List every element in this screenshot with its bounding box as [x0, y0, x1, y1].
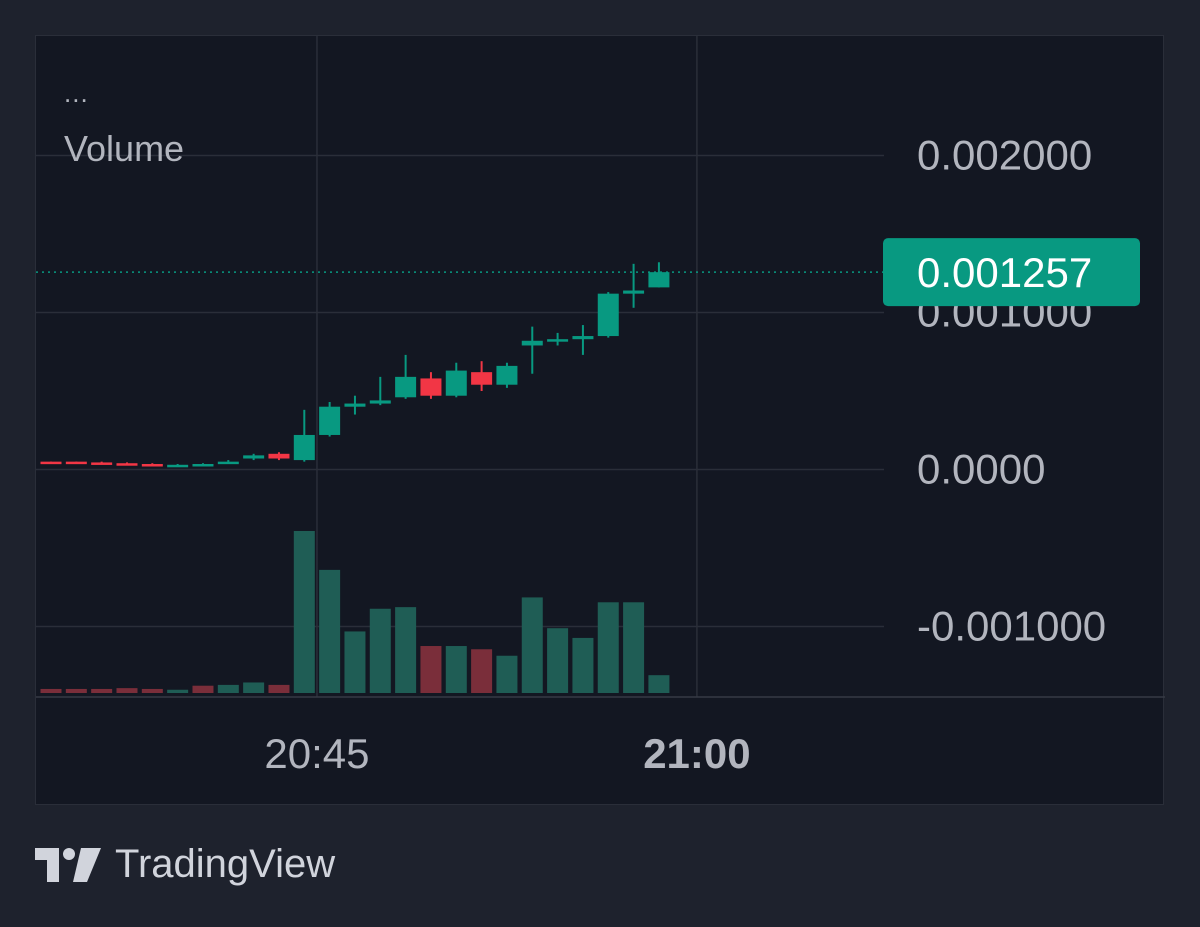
- candle-body: [445, 370, 467, 396]
- candle-body: [395, 376, 417, 398]
- volume-bar: [116, 688, 138, 693]
- volume-bar: [65, 688, 87, 693]
- volume-bar: [344, 631, 366, 693]
- volume-bar: [420, 646, 442, 693]
- brand-name: TradingView: [115, 842, 336, 886]
- candle-body: [293, 434, 315, 461]
- candle-body: [369, 400, 391, 404]
- volume-bar: [623, 602, 645, 693]
- candle-body: [648, 272, 670, 288]
- candle-body: [141, 464, 163, 467]
- y-axis-label: -0.001000: [917, 603, 1106, 650]
- candle-body: [268, 453, 290, 459]
- candle-body: [471, 372, 493, 385]
- y-axis-label: 0.002000: [917, 132, 1092, 179]
- candle-body: [319, 406, 341, 435]
- candle-body: [547, 339, 569, 342]
- candle-body: [116, 463, 138, 466]
- volume-bar: [471, 649, 493, 693]
- volume-bar: [217, 684, 239, 693]
- candle-body: [65, 461, 87, 465]
- candle-body: [344, 403, 366, 407]
- candle-body: [91, 462, 113, 465]
- volume-bar: [547, 628, 569, 693]
- last-price-label: 0.001257: [917, 249, 1092, 296]
- candle-body: [572, 336, 594, 340]
- candle-body: [597, 293, 619, 337]
- volume-bar: [141, 688, 163, 693]
- volume-bar: [572, 637, 594, 693]
- volume-legend-label: Volume: [64, 128, 185, 169]
- candle-body: [420, 378, 442, 396]
- volume-bar: [40, 688, 62, 693]
- volume-bar: [91, 688, 113, 693]
- chart-pane[interactable]: 0.002000 0.001000 0.0000 -0.001000 0.001257 2…: [35, 35, 1165, 806]
- volume-bar: [521, 597, 543, 693]
- last-price-badge: [883, 238, 1140, 307]
- x-axis-label: 21:00: [643, 730, 750, 777]
- volume-bar: [192, 685, 214, 693]
- volume-bar: [167, 689, 189, 693]
- candle-body: [623, 290, 645, 294]
- candle-body: [217, 461, 239, 465]
- candle-body: [40, 461, 62, 465]
- candle-body: [243, 455, 265, 459]
- x-axis-label: 20:45: [264, 730, 369, 777]
- volume-bar: [597, 602, 619, 693]
- volume-bar: [395, 607, 417, 693]
- volume-bar: [293, 531, 315, 693]
- y-axis-label: 0.0000: [917, 446, 1045, 493]
- price-chart[interactable]: 0.0020000.0010000.0000-0.0010000.0012572…: [36, 36, 1165, 806]
- volume-bar: [496, 655, 518, 693]
- candle-body: [521, 340, 543, 346]
- tradingview-logo-icon: [35, 847, 101, 882]
- tradingview-brand[interactable]: TradingView: [35, 842, 335, 887]
- volume-bar: [268, 684, 290, 693]
- volume-bar: [243, 682, 265, 693]
- volume-bar: [445, 646, 467, 693]
- candle-body: [192, 464, 214, 467]
- volume-bar: [648, 675, 670, 693]
- candle-body: [167, 464, 189, 468]
- volume-bar: [369, 608, 391, 693]
- volume-bar: [319, 569, 341, 693]
- candle-body: [496, 365, 518, 385]
- legend-more-button[interactable]: ...: [64, 78, 89, 108]
